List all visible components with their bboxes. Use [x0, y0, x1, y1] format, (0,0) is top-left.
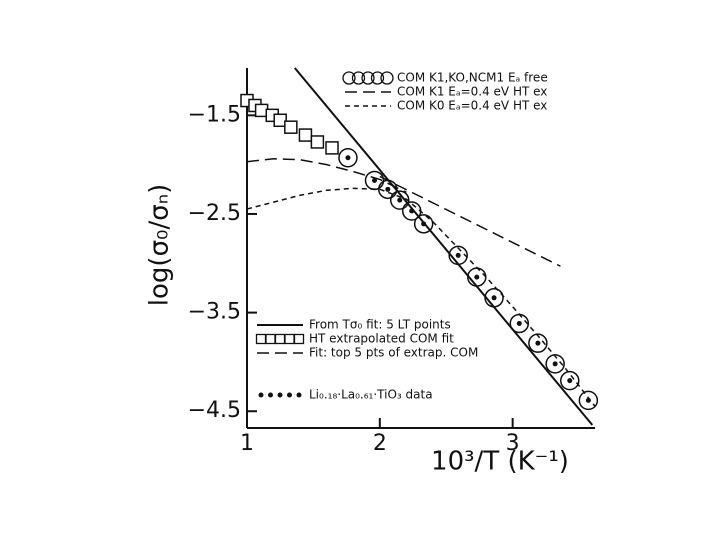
circle-marker: [578, 390, 599, 411]
circle-marker: [338, 148, 358, 168]
legend-label: COM K0 Eₐ=0.4 eV HT ex: [397, 99, 547, 113]
x-axis-label: 10³/T (K⁻¹): [431, 447, 569, 477]
series-line: [246, 157, 407, 193]
legend-label: COM K1 Eₐ=0.4 eV HT ex: [397, 85, 547, 99]
legend-symbol: [293, 333, 305, 345]
square-marker: [310, 135, 325, 149]
legend-label: From Tσ₀ fit: 5 LT points: [309, 318, 451, 332]
legend-symbol: [296, 392, 302, 398]
dot-marker: [535, 340, 541, 346]
series-line: [246, 187, 596, 407]
circle-marker: [560, 370, 580, 391]
dot-marker: [409, 208, 415, 214]
dot-marker: [567, 378, 573, 384]
legend-symbol: [380, 71, 394, 85]
dot-marker: [516, 320, 522, 326]
legend-symbol: [258, 392, 264, 398]
x-tick-label: 2: [373, 431, 387, 456]
dot-marker: [345, 155, 351, 161]
dot-marker: [552, 361, 558, 367]
y-tick-label: −4.5: [188, 398, 241, 423]
legend-symbol: [361, 71, 375, 85]
dot-marker: [385, 186, 391, 192]
legend-symbol: [255, 333, 267, 345]
y-tick-label: −3.5: [188, 300, 241, 325]
dot-marker: [372, 177, 378, 183]
square-marker: [284, 120, 298, 134]
circle-marker: [413, 214, 434, 234]
legend-symbol: [277, 392, 283, 398]
dot-marker: [397, 197, 403, 203]
legend-symbol: [274, 333, 286, 345]
legend-label: Fit: top 5 pts of extrap. COM: [309, 346, 478, 360]
series-line: [294, 67, 594, 426]
circle-marker: [545, 354, 565, 374]
dot-marker: [491, 295, 497, 301]
y-tick-label: −2.5: [188, 201, 241, 226]
legend-symbol: [265, 333, 276, 345]
dot-marker: [474, 274, 480, 280]
legend-symbol: [342, 71, 356, 85]
circle-marker: [528, 333, 548, 353]
x-tick-label: 3: [506, 431, 520, 456]
dot-marker: [585, 397, 591, 403]
y-axis-label: log(σ₀/σₙ): [145, 184, 175, 306]
legend-symbol: [287, 392, 292, 398]
series-line: [379, 175, 561, 267]
x-tick-label: 1: [240, 431, 254, 456]
legend-symbol: [351, 71, 366, 85]
legend-label: HT extrapolated COM fit: [309, 332, 454, 346]
square-marker: [273, 113, 287, 128]
legend-symbol: [268, 392, 273, 398]
y-tick-label: −1.5: [188, 102, 241, 127]
dot-marker: [421, 221, 427, 227]
circle-marker: [389, 190, 410, 210]
legend-label: COM K1,KO,NCM1 Eₐ free: [397, 71, 548, 85]
dot-marker: [455, 252, 461, 258]
legend-symbol: [370, 71, 385, 85]
legend-label: Li₀.₁₈·La₀.₆₁·TiO₃ data: [309, 388, 433, 402]
square-marker: [325, 141, 339, 155]
legend-symbol: [284, 333, 295, 345]
square-marker: [298, 128, 313, 142]
